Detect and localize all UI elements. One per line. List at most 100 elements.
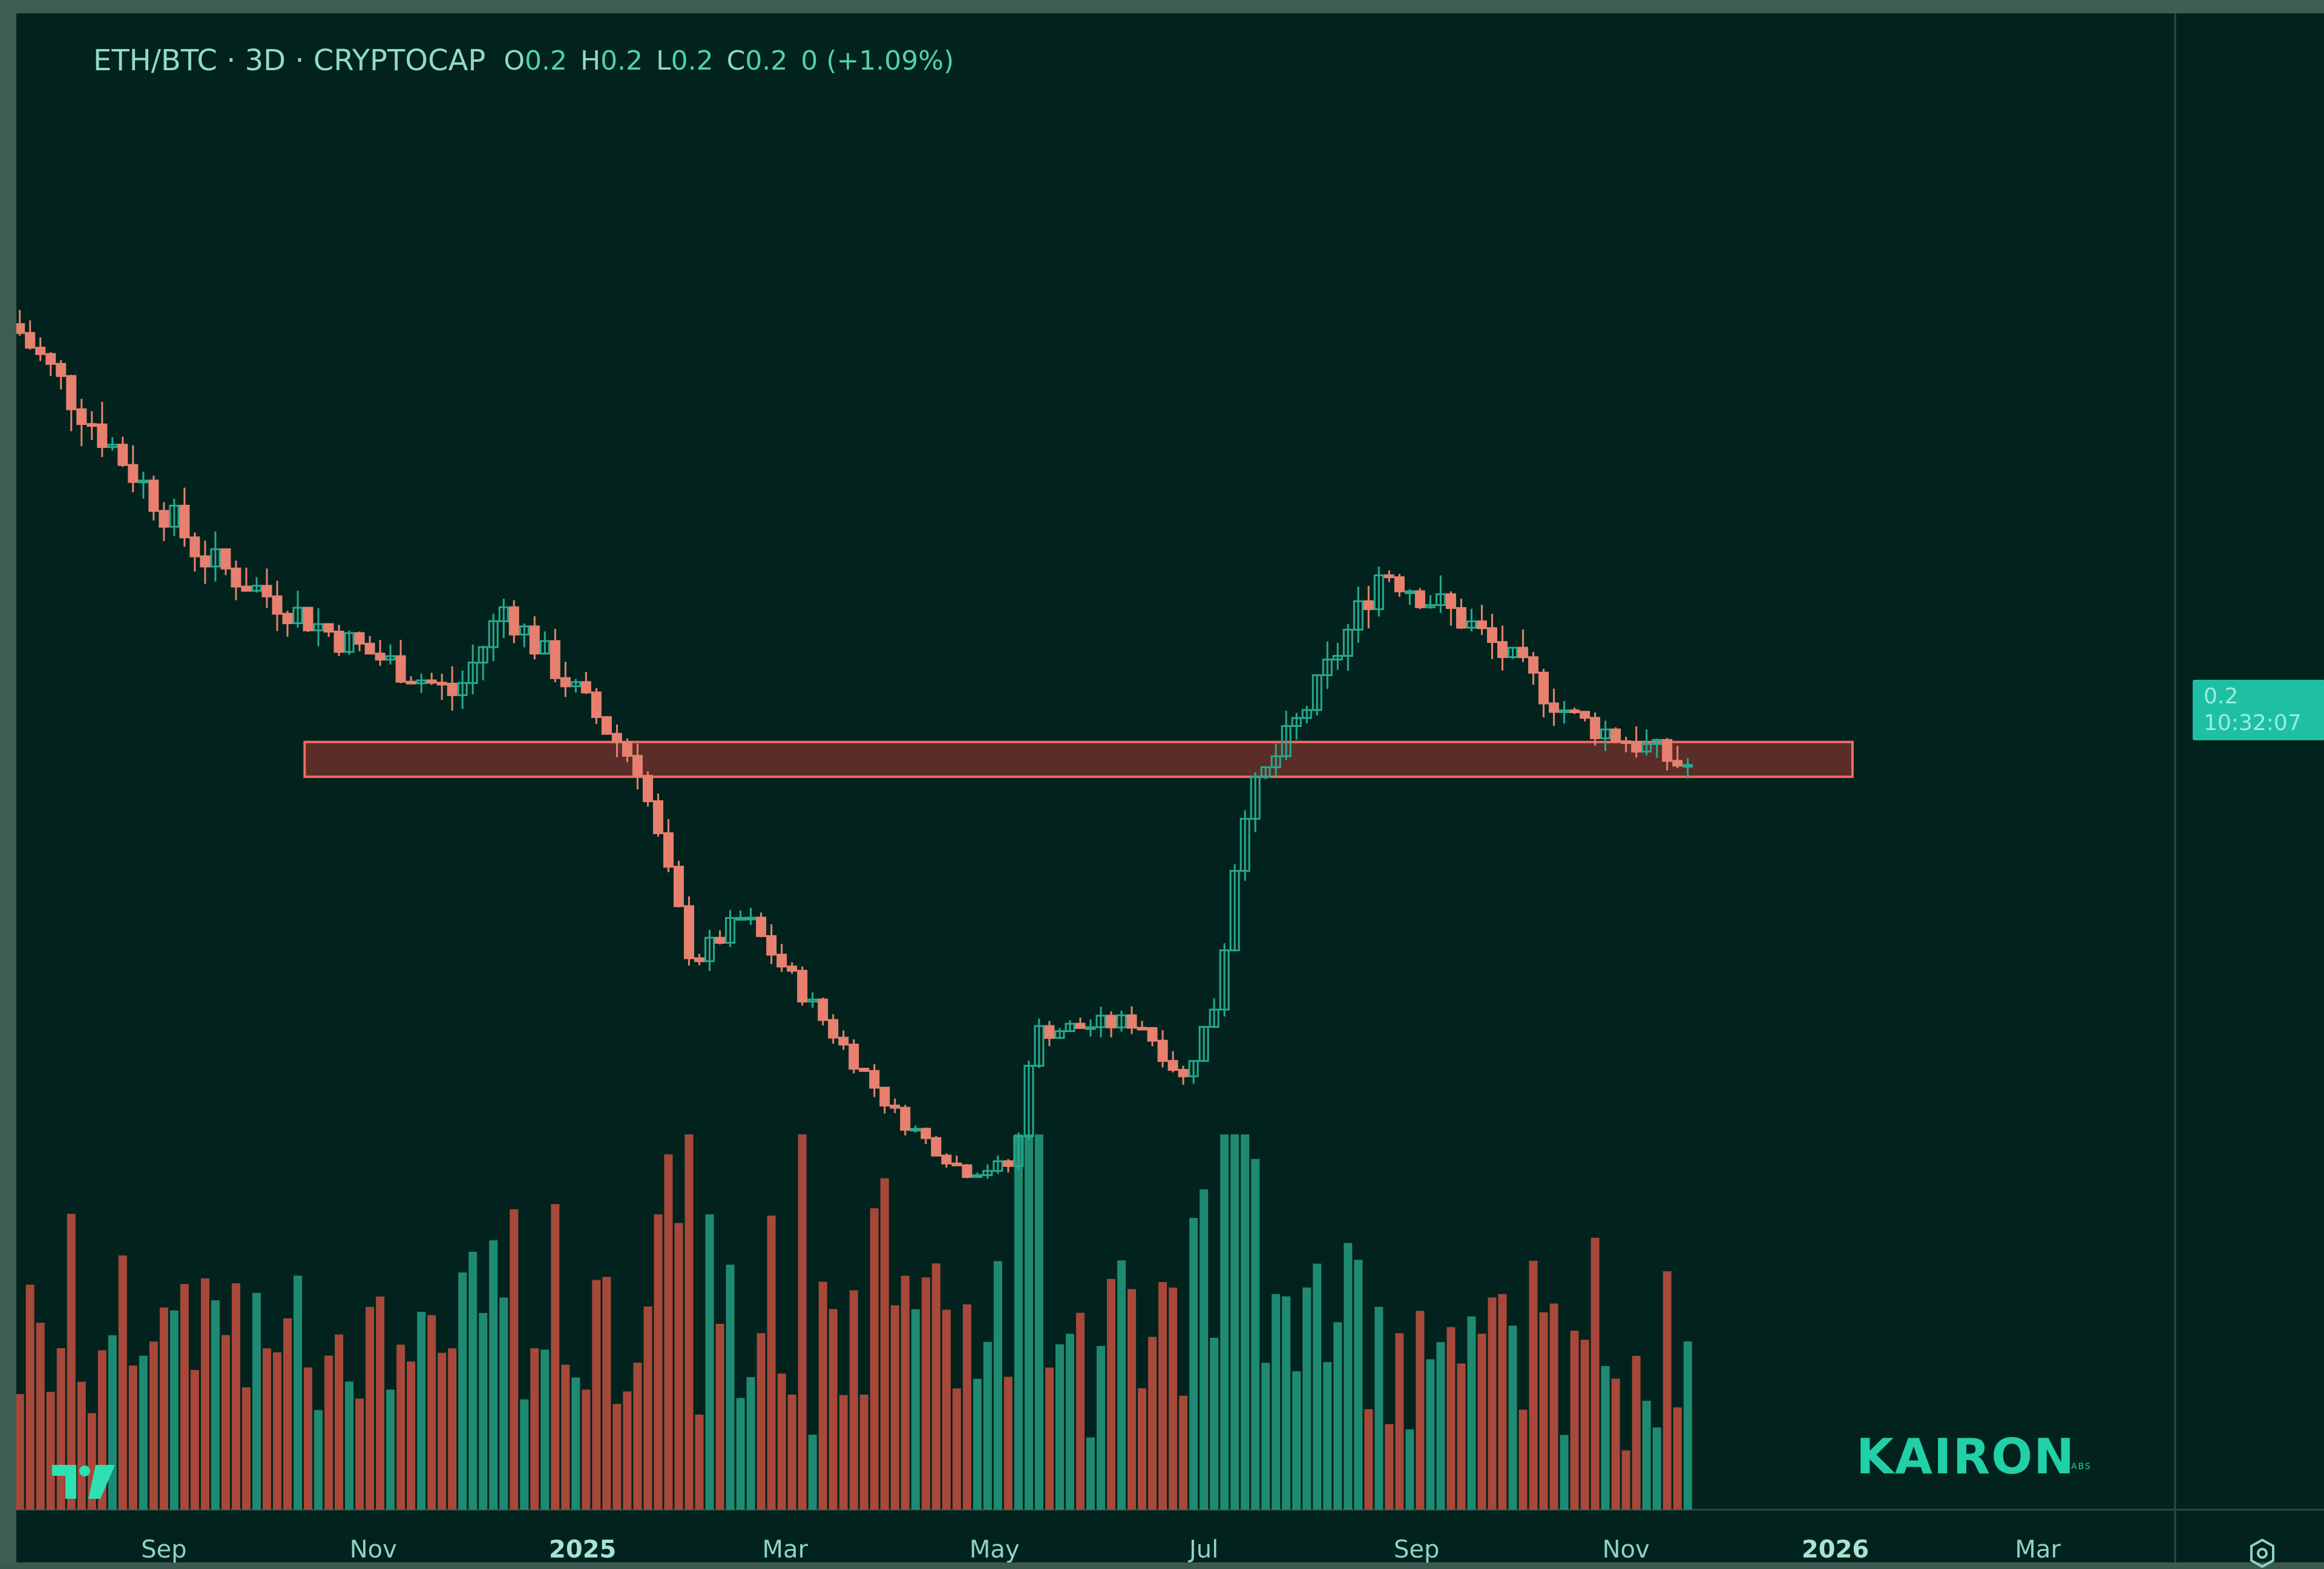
candle-body <box>1023 1065 1034 1137</box>
ohlc-open: O0.2 <box>504 45 567 76</box>
volume-bar <box>880 1178 889 1510</box>
volume-bar <box>67 1214 76 1510</box>
volume-bar <box>1663 1271 1672 1510</box>
candle-body <box>16 323 25 334</box>
candle-body <box>1610 728 1621 743</box>
volume-bar <box>221 1335 230 1510</box>
candle-body <box>1322 659 1333 676</box>
candle-body <box>663 832 674 868</box>
candle-body <box>1641 743 1652 753</box>
candle-body <box>910 1128 921 1132</box>
volume-bar <box>623 1391 632 1510</box>
candle-body <box>580 681 591 694</box>
candle-body <box>313 623 324 631</box>
candle-body <box>1508 646 1518 659</box>
candle-body <box>1445 593 1456 609</box>
candle-body <box>385 655 396 661</box>
volume-bar <box>324 1355 333 1510</box>
candle-body <box>261 585 272 597</box>
volume-bar <box>520 1399 529 1510</box>
volume-bar <box>931 1263 940 1510</box>
volume-bar <box>169 1310 179 1510</box>
candle-body <box>1538 671 1549 705</box>
volume-bar <box>200 1278 209 1510</box>
volume-bar <box>962 1304 971 1510</box>
candle-body <box>395 655 406 683</box>
volume-bar <box>283 1318 292 1510</box>
candle-body <box>1414 590 1425 608</box>
price-chart[interactable] <box>16 13 2324 1562</box>
volume-bar <box>736 1398 745 1510</box>
candle-body <box>478 646 488 664</box>
volume-bar <box>407 1361 416 1510</box>
volume-bar <box>16 1394 24 1510</box>
volume-bar <box>438 1352 447 1510</box>
candle-body <box>1291 717 1302 727</box>
support-zone-rectangle[interactable] <box>303 740 1854 778</box>
kairon-brand-logo: KAIRON <box>1856 1429 2076 1485</box>
volume-bar <box>1611 1378 1620 1510</box>
volume-bar <box>1210 1337 1219 1510</box>
candle-body <box>364 642 375 655</box>
candle-body <box>1528 656 1539 674</box>
candle-body <box>169 504 180 528</box>
candle-body <box>272 595 283 615</box>
candle-body <box>869 1070 880 1089</box>
volume-bar <box>1652 1427 1661 1510</box>
candle-body <box>570 681 581 688</box>
candle-body <box>1013 1135 1024 1167</box>
candle-body <box>405 680 416 685</box>
volume-bar <box>355 1398 364 1510</box>
volume-bar <box>1488 1297 1497 1510</box>
candle-body <box>1085 1026 1096 1030</box>
ohlc-close: C0.2 <box>726 45 788 76</box>
candle-body <box>632 755 643 777</box>
volume-bar <box>159 1307 168 1510</box>
volume-bar <box>1436 1342 1445 1510</box>
symbol-title[interactable]: ETH/BTC · 3D · CRYPTOCAP <box>93 44 486 77</box>
candle-body <box>1054 1030 1065 1039</box>
candle-body <box>25 332 36 349</box>
candle-body <box>776 953 787 968</box>
tradingview-logo-icon[interactable] <box>50 1462 117 1501</box>
settings-icon[interactable] <box>2247 1538 2278 1569</box>
candle-body <box>1456 607 1466 629</box>
volume-bar <box>1590 1237 1600 1510</box>
volume-bar <box>551 1204 560 1510</box>
candle-body <box>323 623 334 633</box>
kairon-brand-sub: LABS <box>2065 1462 2092 1472</box>
volume-bar <box>942 1309 951 1510</box>
volume-bar <box>1169 1288 1178 1510</box>
candle-body <box>1003 1160 1014 1167</box>
volume-bar <box>612 1404 622 1510</box>
chart-pane[interactable]: ETH/BTC · 3D · CRYPTOCAP O0.2 H0.2 L0.2 … <box>16 13 2324 1568</box>
volume-bar <box>1601 1366 1610 1510</box>
candle-body <box>1425 604 1436 608</box>
time-axis-label: 2026 <box>1801 1536 1869 1564</box>
candle-body <box>1631 741 1642 753</box>
candle-body <box>1044 1025 1055 1039</box>
candle-body <box>488 620 499 648</box>
candlestick-series <box>16 310 1693 1179</box>
candle-body <box>1250 776 1261 820</box>
candle-body <box>1095 1015 1106 1028</box>
volume-bar <box>1508 1325 1517 1510</box>
candle-body <box>1394 576 1405 593</box>
volume-bar <box>1385 1424 1394 1510</box>
volume-bar <box>1230 1134 1239 1510</box>
volume-bar <box>252 1292 261 1510</box>
symbol-legend[interactable]: ETH/BTC · 3D · CRYPTOCAP O0.2 H0.2 L0.2 … <box>93 36 967 85</box>
candle-body <box>66 375 77 410</box>
candle-body <box>1137 1027 1147 1031</box>
volume-bar <box>1570 1331 1579 1510</box>
candle-body <box>1106 1015 1117 1028</box>
volume-bar <box>746 1377 755 1510</box>
time-axis-label: Sep <box>1394 1536 1440 1564</box>
candle-body <box>611 732 622 743</box>
candle-body <box>210 548 221 568</box>
candle-body <box>1569 709 1580 714</box>
volume-bar <box>540 1349 550 1510</box>
candle-body <box>807 998 818 1003</box>
candle-body <box>1034 1025 1045 1067</box>
candle-body <box>962 1164 973 1178</box>
